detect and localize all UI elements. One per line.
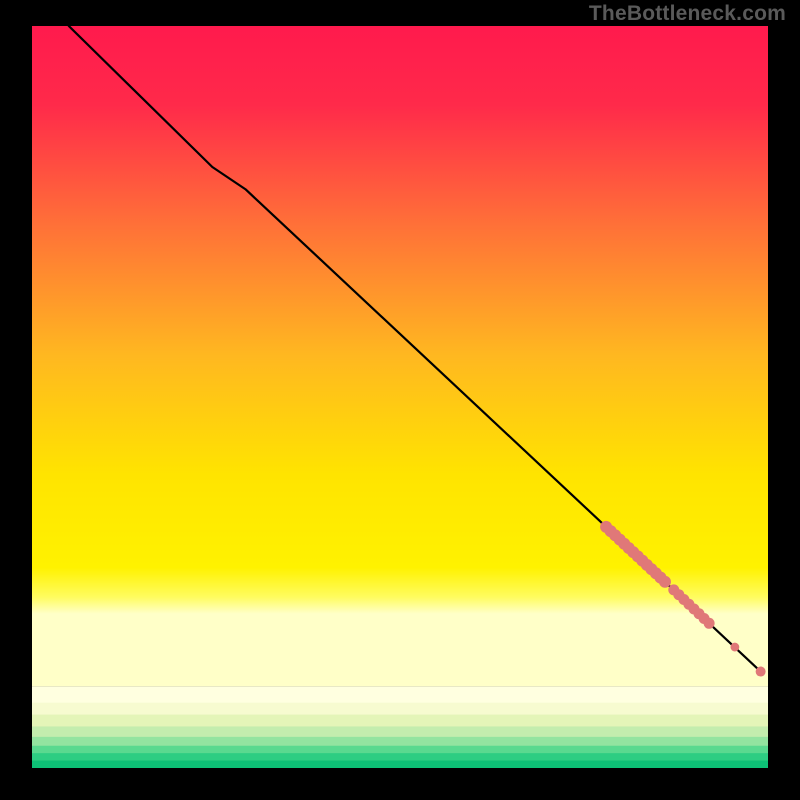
watermark-text: TheBottleneck.com [589,2,786,26]
chart-background [32,26,768,768]
data-point-marker [704,618,715,629]
chart-plot-area [32,26,768,768]
chart-svg [32,26,768,768]
data-point-marker [659,576,671,588]
data-point-marker [730,643,739,652]
page-root: TheBottleneck.com [0,0,800,800]
data-point-marker [756,667,766,677]
